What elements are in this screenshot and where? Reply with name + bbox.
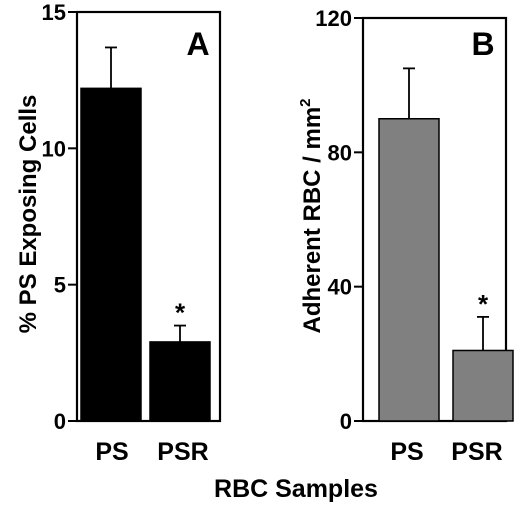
panel-b-plot-area: 0 40 80 120 * B [315, 6, 514, 434]
panel-a-y-axis-label: % PS Exposing Cells [15, 95, 42, 334]
panel-a-bar-ps [80, 87, 142, 422]
panel-b: Adherent RBC / mm2 0 40 80 120 * B PS PSR [297, 6, 514, 466]
panel-b-label: B [471, 26, 494, 62]
panel-b-y-tick-label: 80 [328, 140, 352, 165]
panel-a-y-tick-label: 0 [54, 409, 66, 434]
panel-b-x-tick-label: PSR [451, 438, 502, 466]
panel-a-significance-marker: * [175, 298, 186, 328]
panel-b-y-tick-label: 120 [315, 6, 352, 31]
panel-a-bar-psr [149, 341, 211, 422]
panel-a-y-tick-label: 15 [42, 0, 66, 25]
panel-b-bar-psr [452, 349, 514, 422]
panel-a-x-tick-label: PS [95, 438, 128, 466]
panel-a-y-tick-label: 10 [42, 136, 66, 161]
panel-b-y-axis-label: Adherent RBC / mm2 [297, 98, 326, 333]
panel-b-y-axis-label-superscript: 2 [297, 98, 314, 106]
panel-a-x-tick-label: PSR [157, 438, 208, 466]
panel-b-significance-marker: * [478, 289, 489, 319]
panel-a-y-tick-label: 5 [54, 273, 66, 298]
panel-b-y-tick-label: 40 [328, 275, 352, 300]
panel-b-y-axis-label-text: Adherent RBC / mm [299, 107, 326, 334]
panel-b-x-tick-label: PS [390, 438, 423, 466]
panel-b-y-tick-label: 0 [340, 409, 352, 434]
panel-b-bar-ps [378, 118, 440, 422]
shared-x-axis-label: RBC Samples [214, 475, 378, 503]
panel-a-axes-frame [75, 10, 222, 423]
panel-a: % PS Exposing Cells 0 5 10 15 * A PS PSR [15, 0, 222, 466]
panel-a-label: A [186, 26, 209, 62]
panel-a-plot-area: 0 5 10 15 * A [42, 0, 222, 434]
